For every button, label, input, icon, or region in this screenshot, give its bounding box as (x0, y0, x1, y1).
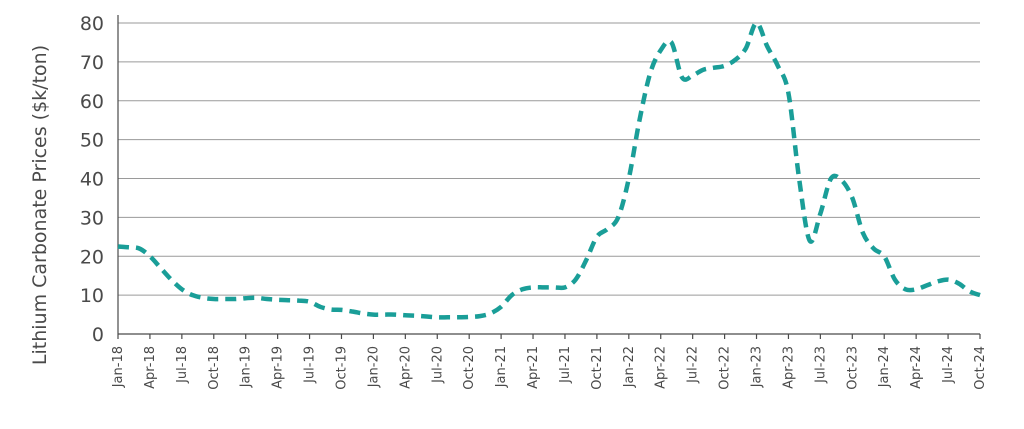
x-tick-label: Oct-23 (845, 346, 860, 390)
series-layer (117, 20, 981, 320)
x-tick-label: Oct-19 (334, 346, 349, 390)
y-tick-labels: 0 10 20 30 40 50 60 70 80 (80, 13, 104, 346)
y-tick-label: 70 (80, 52, 104, 74)
y-tick-label: 10 (80, 285, 104, 307)
y-tick-label: 20 (80, 246, 104, 268)
x-tick-label: Apr-23 (781, 346, 796, 389)
y-tick-label: 80 (80, 13, 104, 35)
y-tick-label: 60 (80, 91, 104, 113)
y-tick-label: 0 (92, 324, 104, 346)
x-tick-label: Apr-18 (143, 346, 158, 389)
x-tick-label: Apr-21 (526, 346, 541, 389)
x-tick-label: Jul-18 (175, 346, 190, 384)
x-tick-label: Apr-22 (654, 346, 669, 389)
x-tick-label: Oct-18 (207, 346, 222, 390)
x-tick-label: Oct-22 (718, 346, 733, 390)
x-tick-label: Apr-19 (271, 346, 286, 389)
x-tick-label: Jul-23 (813, 346, 828, 384)
x-tick-label: Jan-24 (877, 346, 892, 388)
y-tick-label: 50 (80, 130, 104, 152)
x-tick-label: Oct-24 (973, 346, 988, 390)
x-tick-label: Jan-20 (366, 346, 381, 388)
x-tick-label: Jan-23 (750, 346, 765, 388)
x-tick-labels: Jan-18 Apr-18 Jul-18 Oct-18 Jan-19 Apr-19 Jul-… (111, 334, 988, 390)
x-tick-label: Jul-21 (558, 346, 573, 384)
x-tick-label: Jan-21 (494, 346, 509, 388)
x-tick-label: Jul-24 (941, 346, 956, 384)
x-tick-label: Jul-22 (686, 346, 701, 384)
axes (117, 15, 980, 335)
x-tick-label: Oct-21 (590, 346, 605, 390)
x-tick-label: Apr-20 (398, 346, 413, 389)
y-axis-label: Lithium Carbonate Prices ($k/ton) (29, 45, 51, 365)
y-tick-label: 40 (80, 169, 104, 191)
x-tick-label: Jan-19 (239, 346, 254, 388)
x-tick-label: Jul-20 (430, 346, 445, 384)
x-tick-label: Jul-19 (303, 346, 318, 384)
y-tick-label: 30 (80, 207, 104, 229)
x-tick-label: Oct-20 (462, 346, 477, 390)
series-line-0 (117, 20, 981, 320)
x-tick-label: Apr-24 (909, 346, 924, 389)
x-tick-label: Jan-18 (111, 346, 126, 388)
x-tick-label: Jan-22 (622, 346, 637, 388)
grid-lines (118, 22, 980, 296)
